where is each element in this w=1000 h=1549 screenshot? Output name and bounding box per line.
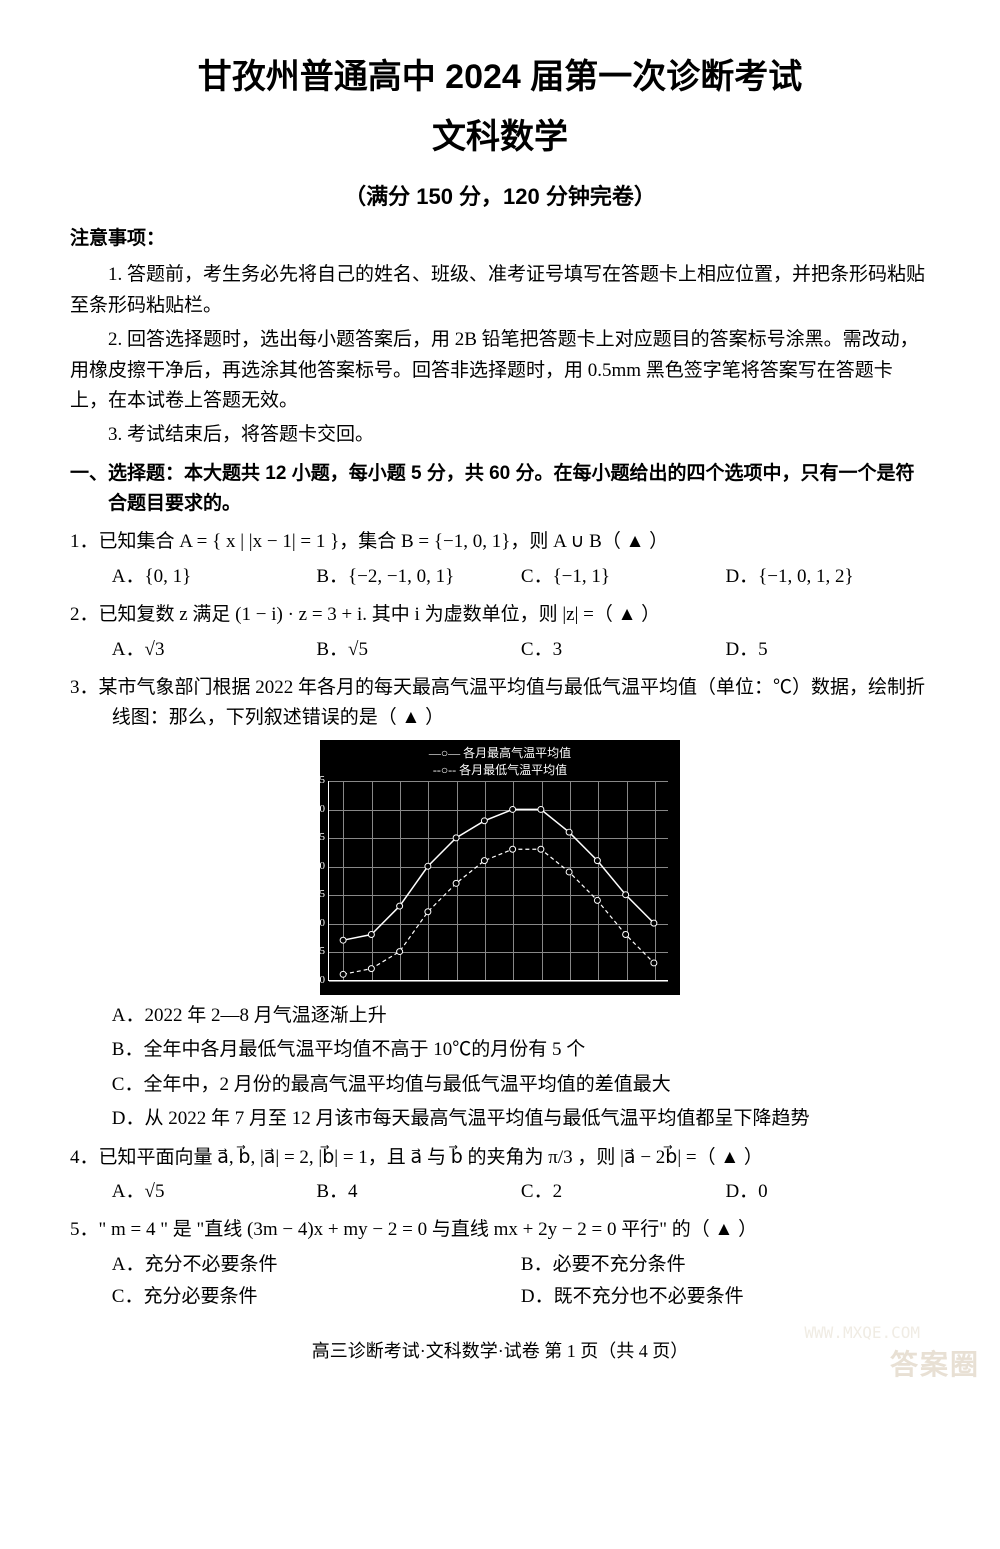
- notice-head: 注意事项：: [70, 224, 930, 254]
- notice-item-2: 2. 回答选择题时，选出每小题答案后，用 2B 铅笔把答题卡上对应题目的答案标号…: [70, 325, 930, 416]
- q4-opt-D: D．0: [725, 1177, 930, 1207]
- section-1-head: 一、选择题：本大题共 12 小题，每小题 5 分，共 60 分。在每小题给出的四…: [108, 459, 930, 520]
- q2-opt-B: B．√5: [316, 635, 521, 665]
- title-line2: 文科数学: [70, 110, 930, 164]
- q2-opt-D: D．5: [725, 635, 930, 665]
- q5-options: A．充分不必要条件 B．必要不充分条件 C．充分必要条件 D．既不充分也不必要条…: [70, 1250, 930, 1315]
- q4-opt-A: A．√5: [112, 1177, 317, 1207]
- temperature-chart: 温度/℃ —○— 各月最高气温平均值 --○-- 各月最低气温平均值 05101…: [70, 740, 930, 995]
- title-line1: 甘孜州普通高中 2024 届第一次诊断考试: [70, 50, 930, 104]
- chart-legend-low: --○-- 各月最低气温平均值: [328, 763, 672, 779]
- notice-item-3: 3. 考试结束后，将答题卡交回。: [70, 420, 930, 450]
- notice-item-1: 1. 答题前，考生务必先将自己的姓名、班级、准考证号填写在答题卡上相应位置，并把…: [70, 260, 930, 321]
- chart-legend-high: —○— 各月最高气温平均值: [328, 746, 672, 762]
- q3-stem: 3．某市气象部门根据 2022 年各月的每天最高气温平均值与最低气温平均值（单位…: [70, 673, 930, 734]
- q1-options: A．{0, 1} B．{−2, −1, 0, 1} C．{−1, 1} D．{−…: [70, 562, 930, 592]
- q4-opt-C: C．2: [521, 1177, 726, 1207]
- q2-opt-A: A．√3: [112, 635, 317, 665]
- q3-opt-A: A．2022 年 2—8 月气温逐渐上升: [70, 1001, 930, 1031]
- q5-opt-A: A．充分不必要条件: [112, 1250, 521, 1280]
- chart-ylabel: 温度/℃: [310, 724, 346, 742]
- page-footer: 高三诊断考试·文科数学·试卷 第 1 页（共 4 页）: [70, 1337, 930, 1366]
- q1-opt-D: D．{−1, 0, 1, 2}: [725, 562, 930, 592]
- q2-opt-C: C．3: [521, 635, 726, 665]
- q5-opt-B: B．必要不充分条件: [521, 1250, 930, 1280]
- q3-opt-B: B．全年中各月最低气温平均值不高于 10℃的月份有 5 个: [70, 1035, 930, 1065]
- q2-stem: 2．已知复数 z 满足 (1 − i) · z = 3 + i. 其中 i 为虚…: [70, 600, 930, 630]
- q3-opt-D: D．从 2022 年 7 月至 12 月该市每天最高气温平均值与最低气温平均值都…: [70, 1104, 930, 1134]
- q3-opt-C: C．全年中，2 月份的最高气温平均值与最低气温平均值的差值最大: [70, 1070, 930, 1100]
- q5-opt-C: C．充分必要条件: [112, 1282, 521, 1312]
- q4-stem: 4．已知平面向量 a⃗, b⃗, |a⃗| = 2, |b⃗| = 1，且 a⃗…: [70, 1143, 930, 1173]
- q5-opt-D: D．既不充分也不必要条件: [521, 1282, 930, 1312]
- q2-options: A．√3 B．√5 C．3 D．5: [70, 635, 930, 665]
- q5-stem: 5．" m = 4 " 是 "直线 (3m − 4)x + my − 2 = 0…: [70, 1215, 930, 1245]
- q4-opt-B: B．4: [316, 1177, 521, 1207]
- q1-opt-A: A．{0, 1}: [112, 562, 317, 592]
- q1-opt-C: C．{−1, 1}: [521, 562, 726, 592]
- q1-stem: 1．已知集合 A = { x | |x − 1| = 1 }，集合 B = {−…: [70, 527, 930, 557]
- q1-opt-B: B．{−2, −1, 0, 1}: [316, 562, 521, 592]
- score-line: （满分 150 分，120 分钟完卷）: [70, 179, 930, 214]
- q4-options: A．√5 B．4 C．2 D．0: [70, 1177, 930, 1207]
